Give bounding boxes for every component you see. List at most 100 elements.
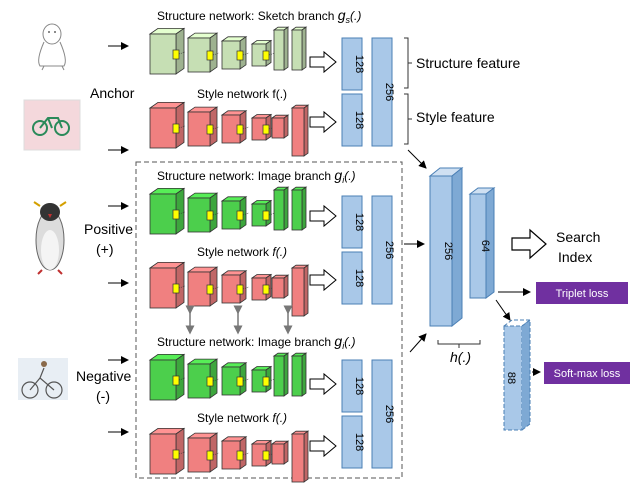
positive-features: 128 128 256 [341,195,395,305]
positive-structure-net-layer-1 [148,187,186,235]
sketch-structure-net-layer-2 [186,32,219,73]
hollow-arrow-n2 [309,434,337,458]
h-function-label: h(.) [450,349,471,365]
negative-style-net-layer-3 [220,436,248,470]
search-index-hollow-arrow [511,228,547,260]
positive-structure-net-layer-3 [220,196,248,230]
style-feature-bracket [404,93,412,145]
structure-feature-bracket [404,37,412,89]
image-branch-dashed-box [135,161,403,479]
softmax-88-block: 88 [503,319,532,431]
sketch-style-net-layer-2 [186,106,219,147]
negative-style-net-fc-2 [290,430,310,483]
conv-kernel [236,210,244,221]
positive-label: Positive [84,221,133,237]
structure-feature-label: Structure feature [416,55,520,71]
conv-kernel [172,209,180,220]
h-64-label: 64 [479,240,491,252]
softmax-loss-label: Soft-max loss [554,368,621,380]
sketch-style-net-fc-2 [290,104,310,157]
negative-style-128-label: 128 [353,433,365,451]
conv-kernel [206,124,214,135]
h-64-block [469,193,487,299]
negative-structure-128-label: 128 [353,377,365,395]
hollow-arrows [309,50,337,458]
anchor-style-128-label: 128 [353,111,365,129]
negative-structure-net-layer-4 [250,365,273,393]
positive-structure-128-label: 128 [353,213,365,231]
hollow-arrow-p1 [309,204,337,228]
positive-sign: (+) [96,241,114,257]
conv-kernel [172,123,180,134]
sketch-structure-net-fc-1 [272,26,290,71]
conv-kernel [262,50,270,61]
sketch-structure-net-layer-1 [148,27,186,75]
positive-structure-title: Structure network: Image branch gi(.) [157,167,356,185]
negative-structure-net-fc-1 [272,352,290,397]
positive-style-net-fc-1 [270,274,290,299]
positive-style-net-fc-2 [290,264,310,317]
positive-structure-net-layer-2 [186,192,219,233]
conv-kernel [206,376,214,387]
anchor-256-block [371,37,393,147]
negative-sign: (-) [96,388,110,404]
input-arrows [108,42,129,436]
h-input-arrows [404,149,427,353]
sketch-style-title: Style network f(.) [197,87,287,101]
positive-penguin-thumbnail [33,201,67,275]
negative-label: Negative [76,368,131,384]
positive-structure-net-fc-2 [290,186,308,231]
positive-256-label: 256 [383,241,395,259]
sketch-structure-net-fc-2 [290,26,308,71]
sketch-structure-title: Structure network: Sketch branch gs(.) [157,7,361,25]
h-network: 256 64 h(.) [428,166,496,365]
anchor-256-label: 256 [383,83,395,101]
negative-256-label: 256 [383,405,395,423]
shared-weights-arrows [185,305,293,335]
sketch-style-net [148,101,310,157]
conv-kernel [172,375,180,386]
index-label: Index [558,249,592,265]
h-bracket [437,340,481,348]
softmax-loss-box [544,362,630,384]
triplet-loss-box [536,282,628,304]
anchor-label: Anchor [90,85,135,101]
h-256-label: 256 [442,242,454,260]
network-stacks [148,26,310,483]
positive-style-title: Style network f(.) [197,245,287,259]
negative-style-title: Style network f(.) [197,411,287,425]
anchor-style-128-block [341,93,363,147]
conv-kernel [262,284,270,295]
negative-structure-net-fc-2 [290,352,308,397]
conv-kernel [262,376,270,387]
hollow-arrow-a1 [309,50,337,74]
conv-kernel [236,376,244,387]
conv-kernel [206,50,214,61]
hollow-arrow-n1 [309,372,337,396]
sketch-style-net-fc-1 [270,114,290,139]
conv-kernel [206,210,214,221]
positive-style-net [148,261,310,317]
conv-kernel [206,450,214,461]
negative-structure-title: Structure network: Image branch gi(.) [157,333,356,351]
conv-kernel [236,284,244,295]
anchor-features: 128 128 256 [341,37,395,147]
conv-kernel [236,50,244,61]
softmax-88-label: 88 [505,372,517,384]
negative-cyclist-thumbnail [18,358,68,400]
negative-features: 128 128 256 [341,359,395,469]
conv-kernel [262,450,270,461]
conv-kernel [236,124,244,135]
sketch-structure-net [148,26,308,75]
triplet-loss-label: Triplet loss [556,288,609,300]
anchor-bicycle-thumbnail [23,99,81,151]
conv-kernel [172,449,180,460]
negative-style-net-layer-1 [148,427,186,475]
anchor-structure-128-block [341,37,363,91]
negative-style-net-layer-2 [186,432,219,473]
negative-structure-net-layer-2 [186,358,219,399]
positive-structure-net [148,186,308,235]
conv-kernel [262,124,270,135]
conv-kernel [172,49,180,60]
